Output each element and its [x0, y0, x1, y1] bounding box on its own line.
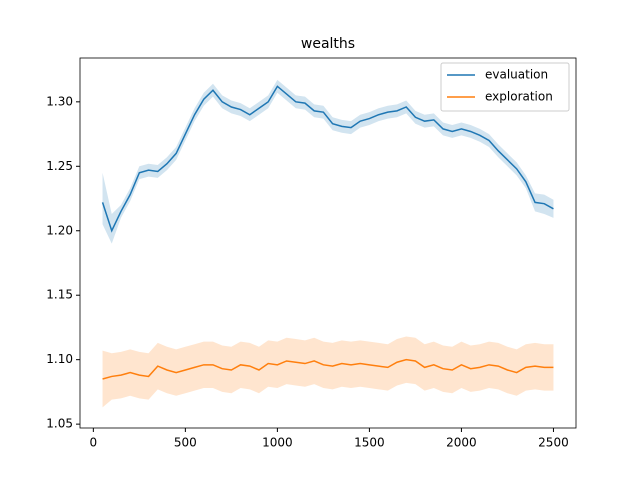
y-tick-label: 1.25 — [46, 159, 73, 173]
x-tick-label: 0 — [90, 436, 98, 450]
legend: evaluation exploration — [440, 62, 570, 112]
x-tick-label: 1000 — [262, 436, 293, 450]
series-line — [101, 85, 554, 233]
legend-label: exploration — [485, 90, 553, 104]
x-tick-label: 2500 — [538, 436, 569, 450]
chart-title: wealths — [301, 36, 355, 52]
axes-frame — [79, 57, 577, 429]
series-line — [102, 358, 554, 380]
x-tick-label: 500 — [174, 436, 197, 450]
y-tick-label: 1.30 — [46, 94, 73, 108]
x-tick-label: 2000 — [446, 436, 477, 450]
y-tick-label: 1.10 — [46, 352, 73, 366]
x-tick-label: 1500 — [354, 436, 385, 450]
legend-label: evaluation — [485, 68, 548, 82]
y-tick-label: 1.15 — [46, 288, 73, 302]
confidence-band — [102, 79, 554, 244]
confidence-band — [102, 336, 554, 408]
y-tick-label: 1.05 — [46, 417, 73, 431]
y-tick-label: 1.20 — [46, 223, 73, 237]
